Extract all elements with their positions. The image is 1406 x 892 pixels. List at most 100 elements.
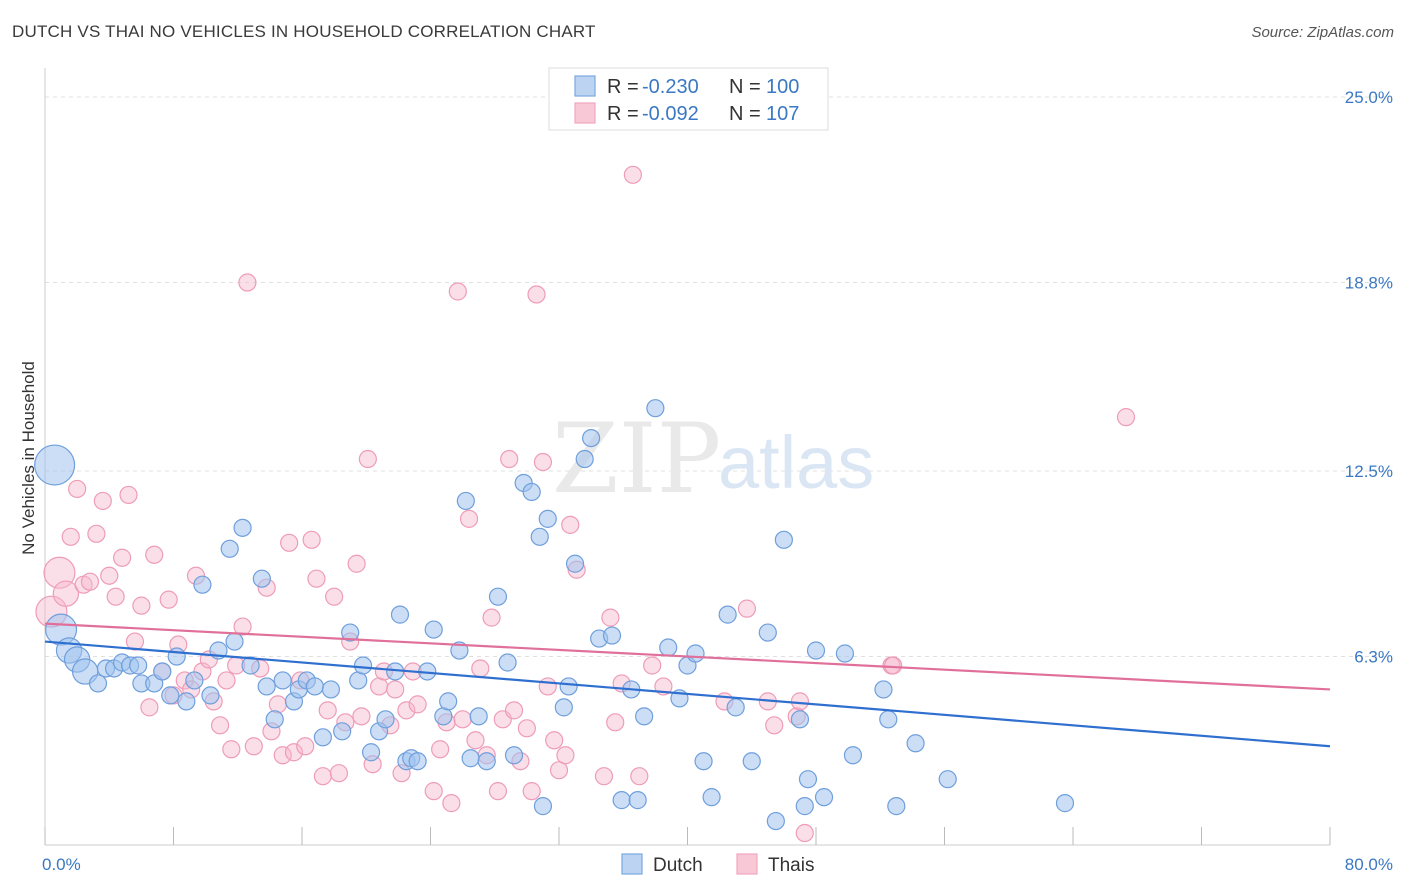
- dutch-point: [88, 674, 108, 693]
- dutch-point: [153, 662, 172, 681]
- legend-thai-n-label: N =: [729, 103, 766, 125]
- dutch-point: [790, 710, 810, 729]
- thai-point: [52, 580, 80, 607]
- dutch-point: [252, 569, 271, 588]
- dutch-point: [456, 491, 475, 511]
- legend-thai-n-value: 107: [766, 103, 799, 125]
- thai-point: [397, 701, 416, 720]
- bottom-legend-swatch-thai: [736, 853, 758, 875]
- dutch-point: [686, 644, 705, 663]
- thai-point: [623, 165, 642, 184]
- dutch-point: [554, 698, 573, 717]
- thai-point: [594, 767, 614, 786]
- dutch-point: [408, 752, 427, 771]
- dutch-point: [742, 752, 761, 771]
- legend-dutch-r-value: -0.230: [642, 76, 699, 98]
- thai-point: [795, 823, 814, 843]
- dutch-point: [602, 626, 622, 645]
- dutch-point: [938, 770, 957, 789]
- bottom-legend-swatch-dutch: [621, 853, 643, 875]
- dutch-point: [766, 811, 785, 831]
- thai-point: [442, 794, 461, 813]
- thai-point: [459, 509, 479, 528]
- dutch-point: [161, 686, 180, 705]
- dutch-point: [795, 797, 814, 816]
- thai-point: [210, 716, 230, 735]
- dutch-point: [313, 728, 332, 747]
- thai-point: [790, 692, 810, 711]
- dutch-point: [843, 746, 863, 765]
- dutch-point: [424, 620, 443, 639]
- dutch-point: [559, 677, 578, 696]
- dutch-point: [504, 746, 524, 765]
- dutch-point: [177, 692, 196, 711]
- dutch-point: [628, 791, 647, 810]
- dutch-point: [575, 449, 594, 469]
- dutch-point: [538, 509, 557, 528]
- dutch-point: [439, 692, 458, 711]
- dutch-point: [814, 788, 834, 807]
- legend-dutch-r-label: R =: [607, 76, 644, 98]
- dutch-point: [702, 788, 721, 807]
- thai-point: [482, 608, 501, 627]
- y-tick-label: 18.8%: [1345, 274, 1393, 293]
- thai-point: [538, 677, 557, 696]
- dutch-point: [533, 797, 553, 816]
- source-label: Source: ZipAtlas.com: [1251, 24, 1394, 41]
- thai-point: [527, 285, 546, 304]
- thai-point: [471, 659, 490, 678]
- dutch-point: [225, 632, 244, 651]
- thai-point: [448, 282, 467, 301]
- thai-point: [87, 524, 106, 543]
- thai-point: [488, 782, 508, 801]
- dutch-point: [835, 644, 855, 663]
- dutch-point: [201, 686, 220, 705]
- x-tick-label-max: 80.0%: [1345, 855, 1393, 874]
- thai-point: [140, 698, 159, 717]
- dutch-point: [874, 680, 893, 699]
- dutch-point: [305, 677, 324, 696]
- thai-point: [222, 740, 241, 759]
- thai-point: [100, 566, 119, 585]
- dutch-point: [233, 518, 252, 537]
- dutch-point: [390, 605, 410, 624]
- dutch-point: [469, 707, 488, 726]
- thai-point: [883, 656, 903, 675]
- x-tick-labels: 0.0% 80.0%: [42, 855, 1393, 874]
- thai-point: [325, 587, 344, 606]
- thai-point: [352, 707, 371, 726]
- dutch-point: [321, 680, 341, 699]
- thai-point: [466, 731, 485, 750]
- thai-trend-line: [44, 622, 1331, 691]
- dutch-point: [635, 707, 654, 726]
- watermark-atlas: atlas: [718, 421, 874, 504]
- chart-title: DUTCH VS THAI NO VEHICLES IN HOUSEHOLD C…: [12, 22, 596, 41]
- thai-point: [318, 701, 337, 720]
- y-tick-labels: 6.3% 12.5% 18.8% 25.0%: [1345, 88, 1393, 667]
- legend-thai-r-label: R =: [607, 103, 644, 125]
- legend-dutch-n-value: 100: [766, 76, 799, 98]
- dutch-point: [879, 710, 898, 729]
- thai-point: [556, 746, 575, 765]
- dutch-point: [376, 710, 395, 729]
- thai-point: [106, 587, 125, 606]
- thai-point: [504, 701, 524, 720]
- thai-point: [533, 452, 553, 472]
- thai-point: [601, 608, 620, 627]
- thai-point: [244, 737, 263, 756]
- thai-point: [233, 617, 252, 636]
- legend-swatch-thai: [574, 102, 596, 124]
- thai-point: [408, 695, 427, 714]
- dutch-point: [774, 530, 793, 549]
- dutch-point: [659, 638, 678, 657]
- thai-point: [329, 764, 349, 783]
- dutch-point: [257, 677, 276, 696]
- dutch-point: [185, 671, 204, 690]
- dutch-point: [612, 791, 631, 810]
- dutch-point: [129, 656, 148, 675]
- thai-point: [561, 515, 580, 534]
- thai-point: [119, 485, 138, 505]
- dutch-point: [34, 444, 76, 486]
- thai-point: [549, 761, 569, 780]
- thai-point: [630, 767, 649, 786]
